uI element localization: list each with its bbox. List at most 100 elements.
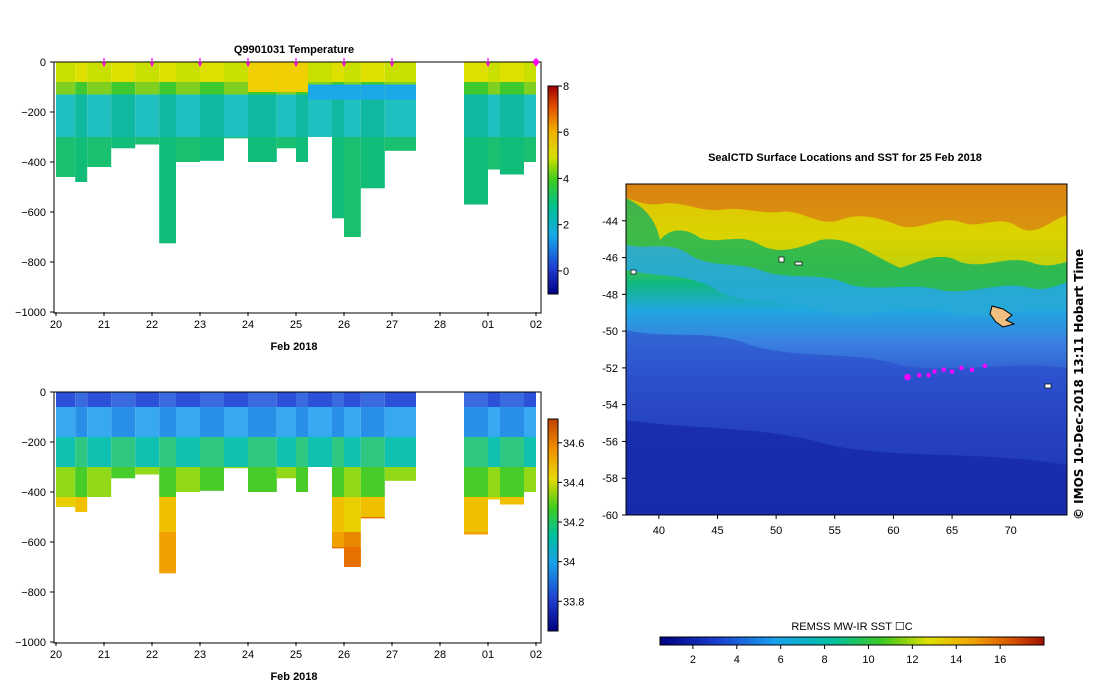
profile-cell	[75, 137, 88, 182]
profile-cell	[332, 467, 344, 497]
imos-credit-label: © IMOS 10-Dec-2018 13:11 Hobart Time	[1072, 249, 1086, 520]
profile-cell	[488, 467, 500, 497]
profile-cell	[224, 437, 248, 467]
profile-column	[135, 392, 160, 475]
profile-cell	[500, 392, 524, 407]
temperature-colorbar	[547, 85, 559, 295]
y-tick-label: −200	[21, 107, 46, 119]
temperature-xlabel: Feb 2018	[270, 341, 317, 353]
profile-cell	[135, 94, 160, 137]
profile-cell	[332, 392, 344, 407]
profile-cell	[75, 82, 88, 95]
profile-cell	[488, 497, 500, 500]
x-tick-label: 24	[242, 649, 254, 661]
profile-cell	[159, 392, 176, 407]
profile-cell	[344, 407, 361, 437]
y-tick-label: −1000	[15, 637, 46, 649]
x-tick-label: 23	[194, 649, 206, 661]
profile-column	[176, 62, 200, 162]
x-tick-label: 21	[98, 319, 110, 331]
profile-cell	[384, 94, 416, 137]
profile-cell	[524, 62, 536, 82]
profile-cell	[224, 62, 248, 82]
temperature-frame	[53, 61, 542, 314]
profile-cell	[344, 497, 361, 532]
profile-cell	[308, 84, 332, 100]
x-tick-label: 55	[829, 525, 841, 537]
y-tick-label: -54	[602, 400, 618, 412]
profile-cell	[360, 437, 385, 467]
profile-column	[464, 392, 488, 535]
profile-cell	[524, 407, 536, 437]
profile-cell	[296, 62, 308, 92]
profile-cell	[56, 94, 76, 137]
profile-cell	[135, 137, 160, 145]
colorbar-tick-label: 16	[994, 654, 1006, 666]
y-tick-label: -56	[602, 436, 618, 448]
y-tick-label: -44	[602, 216, 618, 228]
profile-cell	[344, 94, 361, 137]
profile-cell	[224, 407, 248, 437]
profile-cell	[344, 137, 361, 237]
temperature-y-ticks: 0 −200 −400 −600 −800 −1000	[15, 57, 54, 319]
seal-position	[917, 373, 922, 378]
colorbar-tick-label: 12	[906, 654, 918, 666]
y-tick-label: −800	[21, 257, 46, 269]
profile-cell	[332, 547, 344, 549]
profile-cell	[159, 467, 176, 497]
profile-column	[200, 62, 224, 161]
sst-map-title: SealCTD Surface Locations and SST for 25…	[708, 152, 982, 164]
y-tick-label: -50	[602, 326, 618, 338]
y-tick-label: −400	[21, 487, 46, 499]
profile-cell	[296, 392, 308, 407]
profile-cell	[488, 62, 500, 82]
profile-cell	[524, 82, 536, 95]
kerguelen-islands	[989, 305, 1016, 328]
profile-cell	[360, 517, 385, 519]
profile-cell	[296, 467, 308, 492]
profile-cell	[224, 467, 248, 469]
salinity-colorbar-ticks: 34.6 34.4 34.2 34 33.8	[558, 438, 584, 608]
colorbar-tick-label: 4	[563, 173, 569, 185]
seal-position	[959, 365, 964, 371]
profile-cell	[176, 82, 200, 95]
profile-cell	[159, 532, 176, 574]
profile-cell	[332, 62, 344, 82]
x-tick-label: 50	[770, 525, 782, 537]
profile-cell	[464, 94, 488, 137]
profile-marker-head	[294, 63, 298, 67]
profile-column	[500, 392, 524, 505]
profile-cell	[296, 407, 308, 437]
profile-column	[344, 62, 361, 237]
temperature-x-ticks: 20 21 22 23 24 25 26 27 28 01 02	[50, 312, 542, 331]
profile-cell	[248, 137, 277, 162]
sst-colorbar	[659, 636, 1045, 646]
sst-cyan-band	[626, 245, 1067, 316]
profile-cell	[488, 94, 500, 137]
profile-cell	[384, 137, 416, 151]
profile-cell	[248, 392, 277, 407]
y-tick-label: -58	[602, 473, 618, 485]
colorbar-tick-label: 34.2	[563, 517, 584, 529]
profile-cell	[200, 392, 224, 407]
y-tick-label: −600	[21, 207, 46, 219]
colorbar-tick-label: 34.6	[563, 438, 584, 450]
profile-cell	[464, 137, 488, 205]
salinity-profiles	[56, 392, 536, 574]
island	[794, 261, 803, 266]
profile-column	[75, 392, 88, 512]
profile-cell	[332, 137, 344, 219]
profile-cell	[56, 62, 76, 82]
x-tick-label: 02	[530, 649, 542, 661]
profile-cell	[296, 137, 308, 162]
x-tick-label: 40	[653, 525, 665, 537]
x-tick-label: 60	[887, 525, 899, 537]
colorbar-tick-label: 10	[862, 654, 874, 666]
profile-cell	[524, 94, 536, 137]
profile-column	[384, 392, 416, 481]
profile-cell	[135, 82, 160, 95]
profile-cell	[111, 94, 136, 137]
profile-cell	[464, 467, 488, 497]
y-tick-label: −1000	[15, 307, 46, 319]
seal-position	[932, 369, 937, 374]
